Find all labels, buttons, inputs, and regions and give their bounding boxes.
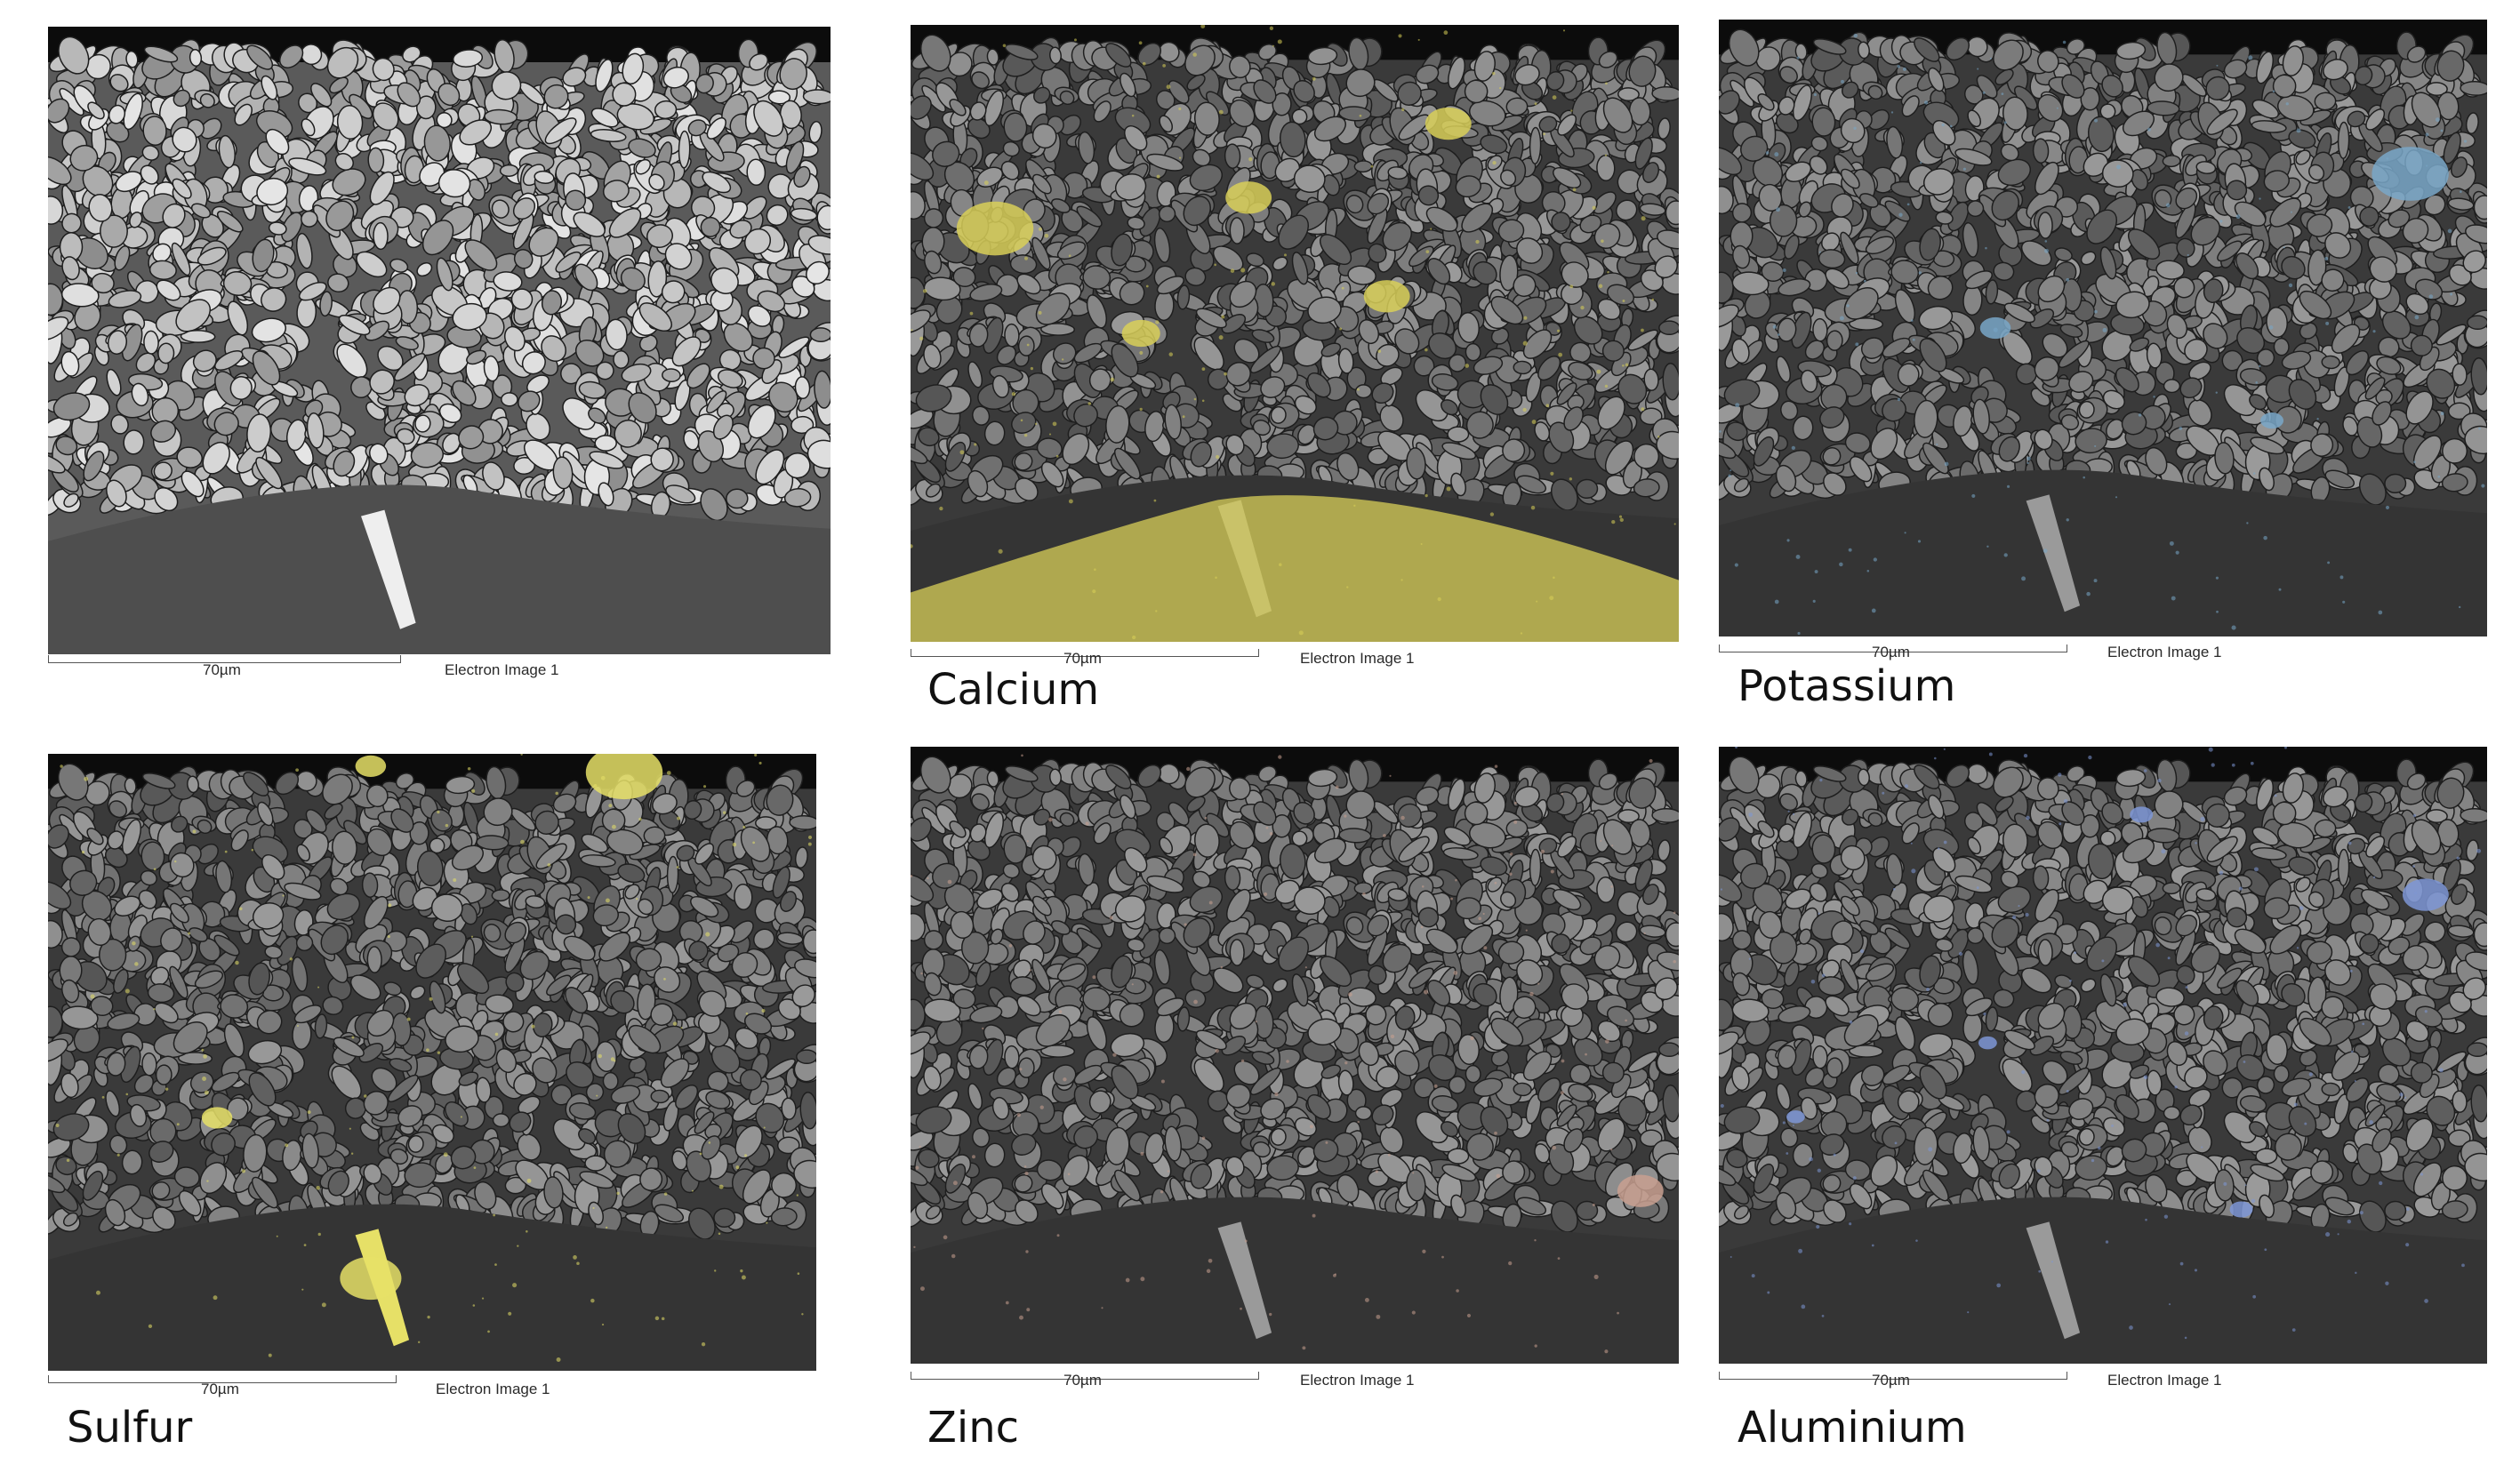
element-caption: Aluminium (1738, 1403, 1967, 1453)
element-caption: Potassium (1738, 661, 1956, 711)
aluminium-map-micrograph (1719, 747, 2487, 1364)
element-caption: Sulfur (67, 1403, 193, 1453)
image-label: Electron Image 1 (2107, 644, 2222, 660)
element-caption: Zinc (927, 1403, 1020, 1453)
scale-label: 70µm (1872, 1372, 1910, 1389)
scale-label: 70µm (1063, 1372, 1102, 1389)
image-label: Electron Image 1 (436, 1381, 550, 1397)
scale-label: 70µm (201, 1381, 239, 1397)
image-label: Electron Image 1 (445, 661, 559, 678)
scale-bar (911, 1372, 1259, 1380)
sulfur-map-micrograph (48, 754, 816, 1371)
scale-bar (1719, 1372, 2067, 1380)
zinc-map-micrograph (911, 747, 1679, 1364)
electron-micrograph (48, 27, 831, 654)
scale-bar (911, 649, 1259, 657)
image-label: Electron Image 1 (2107, 1372, 2222, 1389)
scale-label: 70µm (1063, 650, 1102, 667)
image-label: Electron Image 1 (1300, 650, 1415, 667)
scale-label: 70µm (203, 661, 241, 678)
image-label: Electron Image 1 (1300, 1372, 1415, 1389)
calcium-map-micrograph (911, 25, 1679, 642)
scale-bar (48, 1375, 397, 1383)
potassium-map-micrograph (1719, 20, 2487, 636)
scale-bar (48, 655, 401, 663)
scale-label: 70µm (1872, 644, 1910, 660)
element-caption: Calcium (927, 665, 1100, 715)
